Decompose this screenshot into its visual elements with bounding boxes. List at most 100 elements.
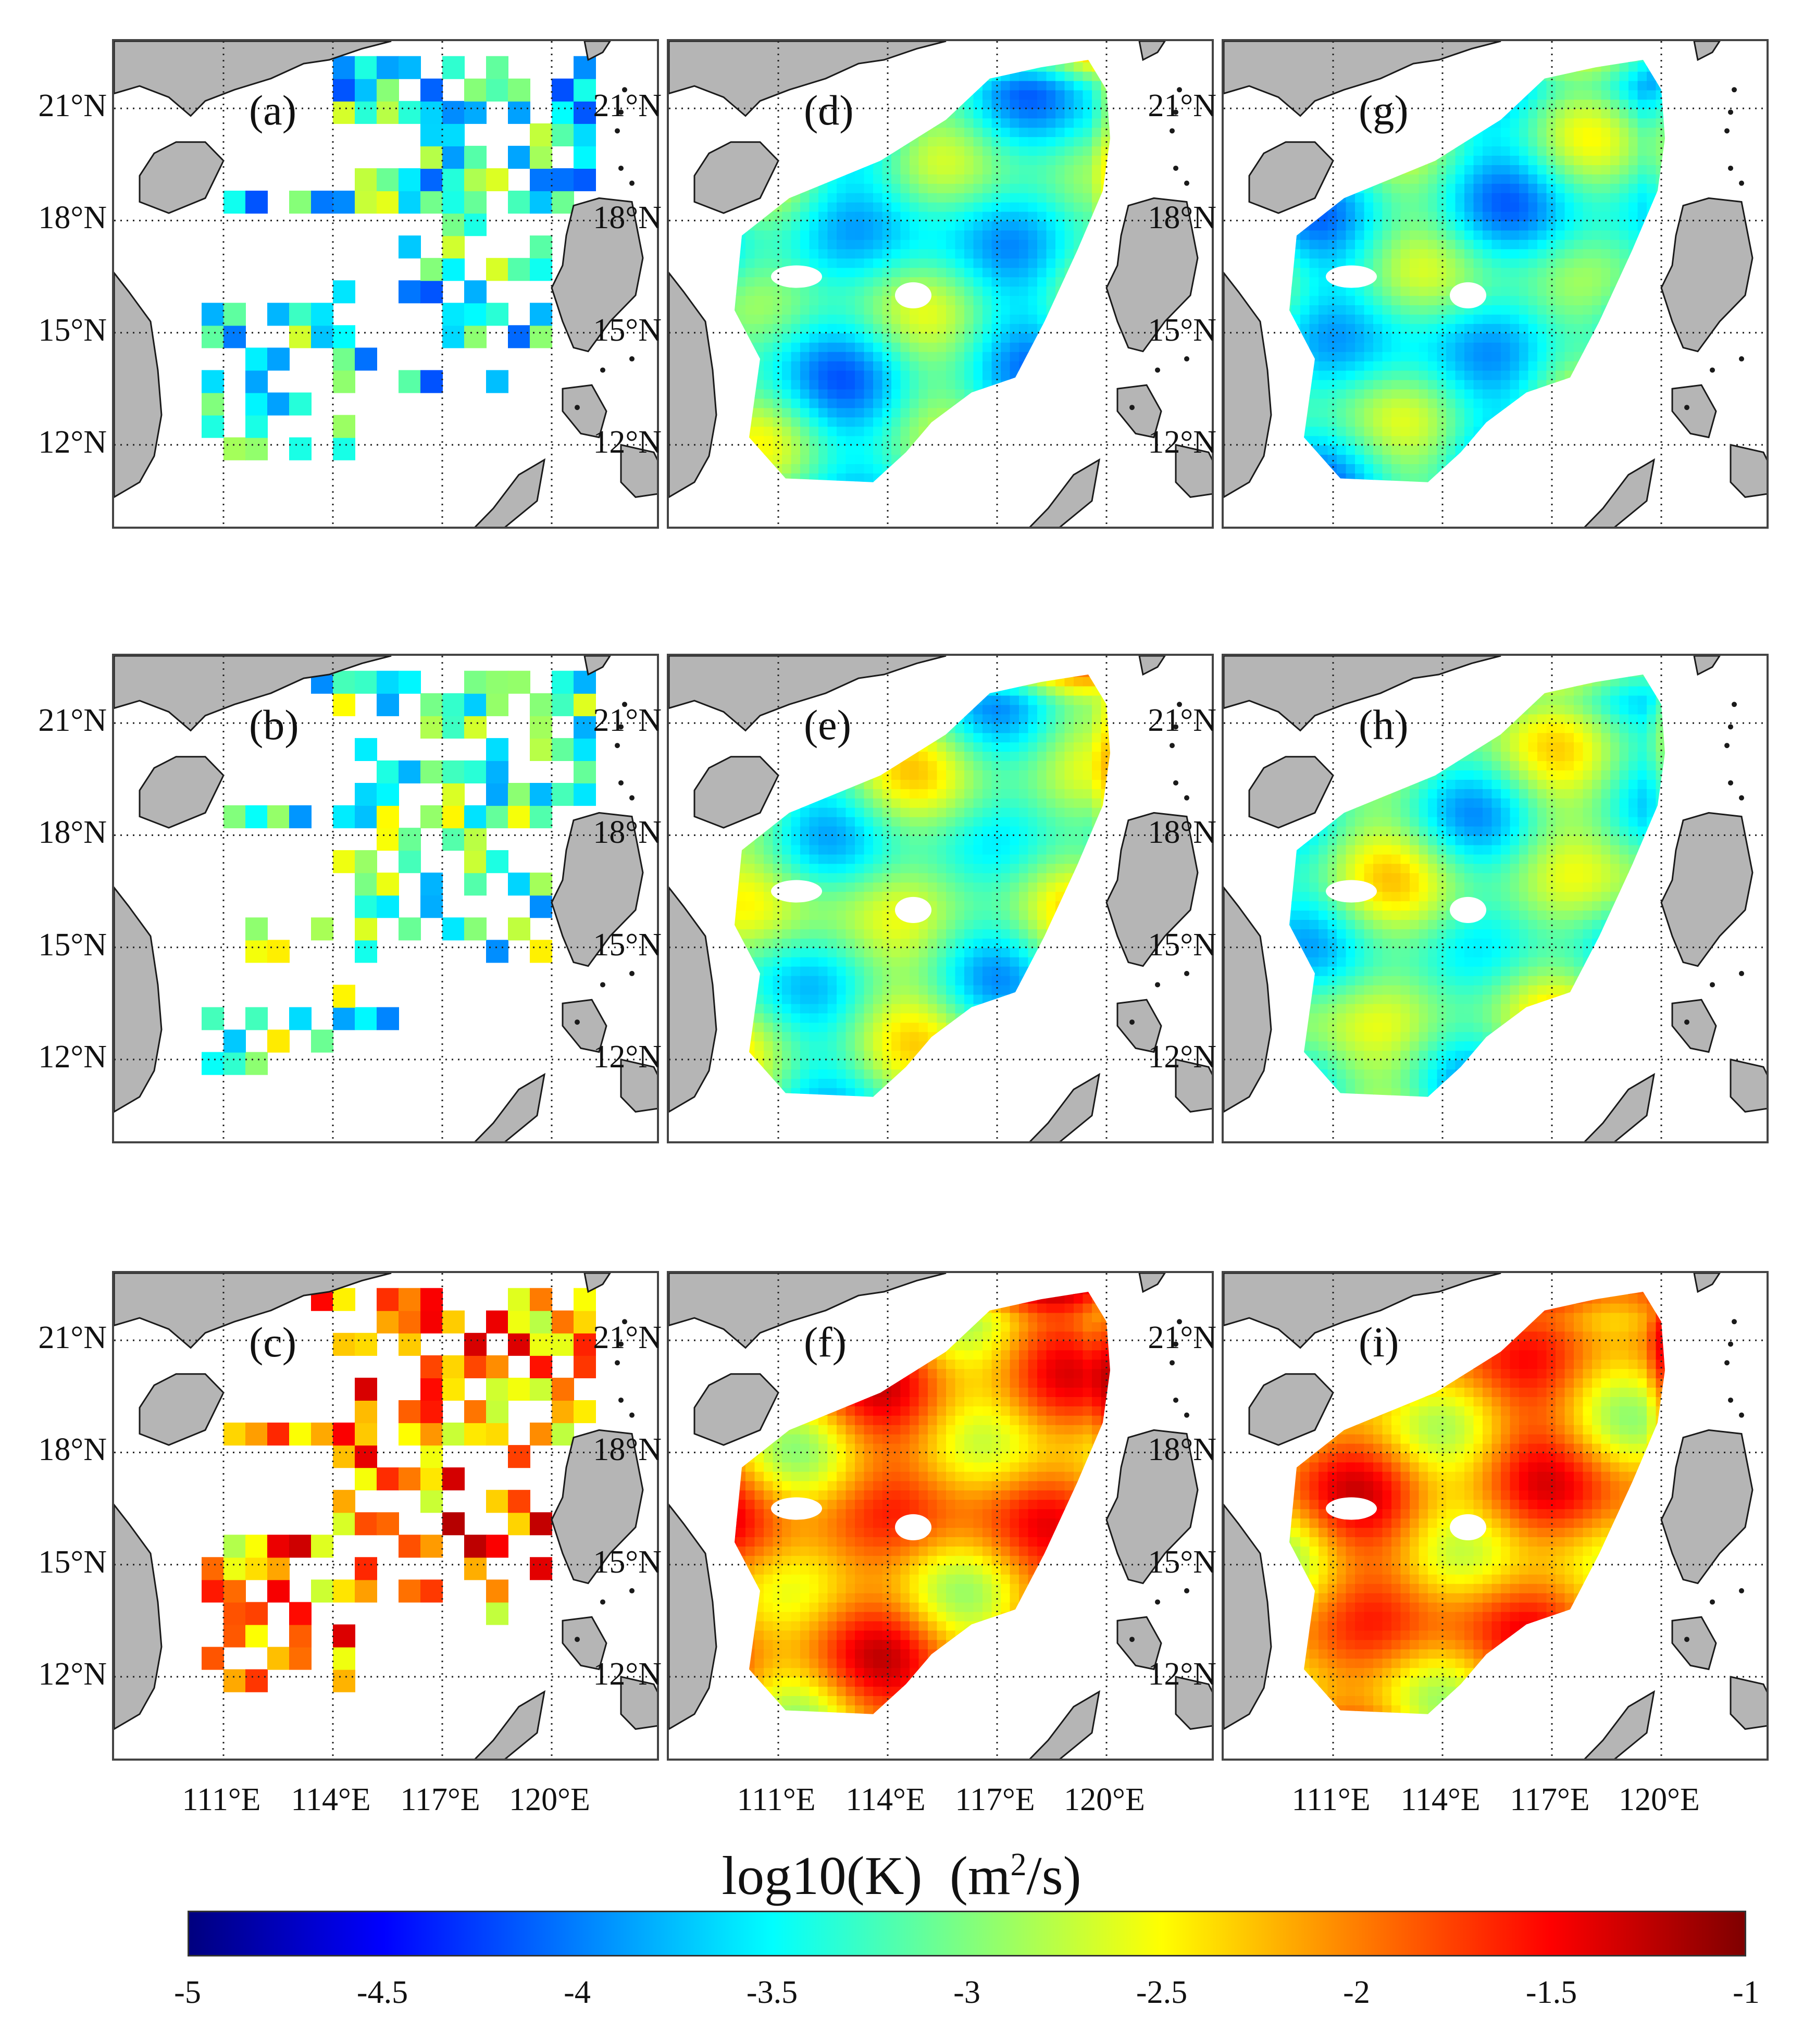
station-cell [486,783,508,806]
station-cell [333,850,355,874]
station-cell [311,191,333,214]
station-cell [530,783,552,806]
station-cell [245,1052,268,1075]
station-cell [355,101,377,124]
station-cell [574,168,596,192]
station-cell [464,760,487,783]
islet [1728,165,1733,171]
panel-label: (h) [1359,701,1409,749]
panel-label: (g) [1359,86,1409,134]
station-cell [399,850,421,874]
islet [1724,1360,1730,1366]
station-cell [508,783,530,806]
latitude-label: 18°N [38,1432,107,1468]
station-cell [355,191,377,214]
station-cell [245,370,268,393]
latitude-label: 21°N [1148,88,1216,124]
panel-label: (c) [249,1318,297,1366]
station-cell [223,1029,246,1053]
latitude-label: 12°N [1148,1656,1216,1692]
panel-label: (i) [1359,1318,1399,1366]
islet [600,1599,605,1605]
china-coast-land [114,41,392,117]
station-cell [245,1423,268,1446]
islet [629,795,635,801]
china-coast-land [1224,1273,1501,1349]
station-cell [355,1557,377,1580]
station-cell [223,437,246,460]
islet [1728,1397,1733,1403]
station-cell [442,191,465,214]
station-cell [530,191,552,214]
station-cell [355,738,377,761]
station-cell [202,303,224,326]
station-cell [574,1332,596,1356]
station-cell [574,760,596,783]
islet [1170,1360,1175,1366]
latitude-label: 12°N [593,1039,662,1075]
station-cell [223,805,246,829]
station-cell [333,437,355,460]
station-cell [486,370,508,393]
latitude-label: 15°N [1148,312,1216,348]
station-cell [399,1400,421,1424]
station-cell [377,101,399,124]
station-cell [420,1288,443,1311]
station-cell [311,1423,333,1446]
station-cell [202,1052,224,1075]
station-cell [399,235,421,259]
station-cell [552,1332,574,1356]
station-cell [420,1400,443,1424]
islet [1177,702,1182,707]
station-cell [486,670,508,694]
map-panel-h: (h) [1222,654,1769,1143]
station-cell [442,1377,465,1401]
hainan-island [139,141,225,214]
colorbar [188,1911,1746,1956]
islet [1739,180,1744,186]
station-cell [464,670,487,694]
station-cells [202,670,596,1075]
islet [629,1588,635,1593]
colorbar-tick-label: -1 [1733,1975,1760,2010]
station-cell [311,1579,333,1603]
station-cell [333,78,355,102]
station-cell [333,1490,355,1513]
station-cell [420,1310,443,1333]
station-cell [355,78,377,102]
station-cell [333,370,355,393]
islet [618,1341,624,1347]
station-cell [508,191,530,214]
station-cell [355,670,377,694]
station-cell [245,1535,268,1558]
station-cell [486,303,508,326]
latitude-label: 21°N [38,1320,107,1356]
map-svg [1224,1273,1767,1759]
station-cell [333,984,355,1008]
station-cell [508,78,530,102]
station-cell [442,715,465,739]
station-cell [508,145,530,169]
station-cell [355,805,377,829]
islet [615,1360,620,1366]
islet [1129,1637,1135,1642]
latitude-label: 21°N [38,88,107,124]
station-cell [333,347,355,371]
panay-island [1730,1058,1767,1113]
islet [575,1019,580,1025]
longitude-label: 120°E [1619,1782,1700,1817]
station-cell [420,1490,443,1513]
station-cell [223,1579,246,1603]
station-cell [464,805,487,829]
longitude-label: 111°E [737,1782,816,1817]
station-cell [355,1377,377,1401]
map-svg [114,41,657,527]
station-cell [333,325,355,348]
palawan-island [1584,458,1656,527]
station-cell [202,392,224,416]
latitude-label: 18°N [1148,815,1216,851]
mindoro-island [1671,384,1717,439]
colorbar-tick-label: -4.5 [356,1975,408,2010]
islet [1728,724,1733,730]
colorbar-tick-label: -2 [1343,1975,1370,2010]
